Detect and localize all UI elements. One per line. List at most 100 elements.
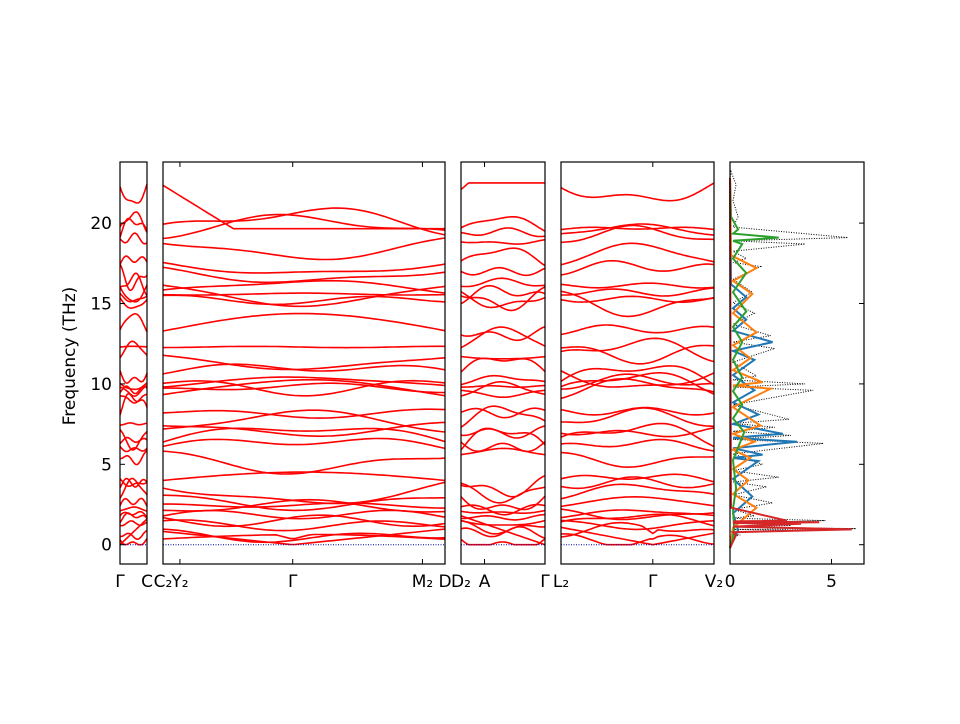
band-line: [460, 407, 546, 419]
band-line: [162, 528, 446, 544]
band-line: [460, 440, 546, 453]
band-line: [460, 216, 546, 232]
band-line: [162, 279, 446, 294]
y-tick-label: 15: [90, 295, 112, 315]
x-tick-label: Γ: [288, 572, 298, 592]
band-line: [460, 482, 546, 504]
band-line: [560, 438, 715, 452]
band-line: [119, 450, 148, 466]
band-line: [560, 324, 715, 336]
band-line: [560, 406, 715, 416]
band-line: [460, 291, 546, 309]
band-line: [162, 533, 446, 540]
band-line: [119, 297, 148, 309]
band-line: [163, 382, 446, 394]
y-tick-label: 10: [90, 375, 112, 395]
band-line: [560, 407, 715, 428]
dos-series-line: [729, 178, 798, 549]
band-line: [162, 266, 446, 284]
band-line: [119, 529, 148, 540]
band-line: [560, 290, 715, 318]
band-line: [119, 345, 148, 348]
band-line: [119, 384, 148, 397]
band-line: [460, 284, 546, 305]
band-line: [460, 381, 546, 397]
band-line: [460, 425, 546, 439]
band-line: [119, 393, 148, 416]
band-line: [460, 182, 545, 191]
x-tick-label: Γ: [115, 572, 125, 592]
band-line: [119, 510, 148, 518]
band-line: [460, 515, 546, 546]
band-line: [119, 512, 148, 524]
band-line: [460, 238, 546, 245]
band-line: [460, 495, 546, 511]
band-line: [119, 382, 148, 391]
band-line: [162, 294, 446, 306]
band-line: [560, 365, 715, 386]
x-tick-label: V₂: [705, 572, 723, 592]
band-line: [162, 284, 446, 308]
band-line: [460, 389, 546, 398]
band-line: [119, 506, 148, 512]
band-line: [119, 313, 148, 333]
band-line: [560, 242, 715, 266]
band-line: [162, 184, 445, 230]
band-line: [560, 182, 715, 202]
band-line: [162, 237, 446, 261]
band-line: [163, 502, 445, 509]
band-line: [162, 354, 446, 371]
band-line: [119, 263, 148, 292]
panel-frames-layer: [119, 161, 865, 565]
band-line: [162, 450, 446, 475]
band-line: [460, 509, 546, 514]
band-line: [162, 345, 445, 349]
x-tick-label: Y₂: [170, 572, 188, 592]
band-line: [560, 295, 715, 303]
band-line: [460, 405, 546, 428]
band-line: [560, 337, 715, 363]
band-line: [460, 374, 546, 386]
band-line: [119, 520, 148, 527]
band-line: [560, 344, 715, 365]
band-line: [162, 494, 445, 512]
y-tick-label: 0: [101, 536, 112, 556]
band-line: [560, 495, 715, 508]
band-line: [461, 384, 545, 388]
band-line: [560, 533, 715, 546]
band-line: [560, 483, 715, 500]
dos-series-line: [729, 178, 852, 549]
band-line: [560, 372, 715, 395]
band-line: [460, 227, 546, 238]
band-line: [162, 408, 446, 419]
dos-panel-frame: [729, 161, 865, 565]
y-axis-label: Frequency (THz): [60, 287, 80, 426]
band-line: [162, 481, 446, 505]
band-line: [460, 447, 546, 456]
band-line: [119, 436, 148, 445]
band-line: [119, 445, 148, 453]
x-tick-label: Γ: [540, 572, 550, 592]
y-tick-label: 5: [101, 455, 112, 475]
x-tick-label: A: [479, 572, 491, 592]
band-line: [560, 223, 715, 236]
band-panel-frame: [119, 161, 148, 565]
band-line: [119, 477, 148, 499]
band-line: [162, 427, 446, 443]
band-line: [162, 498, 446, 513]
dos-x-tick-label: 0: [725, 572, 736, 592]
band-line: [119, 272, 148, 296]
band-line: [162, 376, 446, 388]
band-line: [119, 284, 148, 303]
x-tick-label: D₂: [451, 572, 471, 592]
band-lines-layer: [119, 182, 715, 546]
band-line: [162, 363, 446, 375]
band-panel-frame: [460, 161, 546, 565]
band-line: [162, 213, 446, 240]
band-line: [560, 226, 715, 231]
band-line: [162, 261, 446, 274]
band-line: [560, 373, 714, 390]
x-tick-label: Γ: [648, 572, 658, 592]
